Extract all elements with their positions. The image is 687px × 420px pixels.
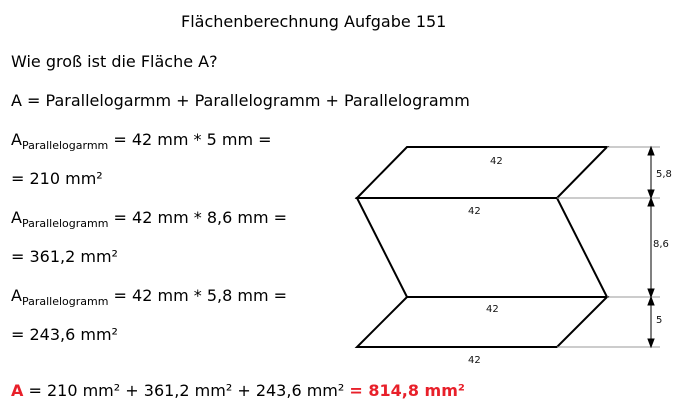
page-title: Flächenberechnung Aufgabe 151	[181, 12, 447, 31]
dim-top-label: 5,8	[656, 169, 672, 180]
calc-result-2: = 361,2 mm²	[11, 247, 118, 266]
calc-result-1: = 210 mm²	[11, 169, 103, 188]
dimension-extension-lines	[557, 146, 660, 348]
middle-parallelogram	[355, 197, 609, 298]
area-subscript: Parallelogramm	[21, 295, 109, 308]
calc-row-2: AParallelogramm = 42 mm * 8,6 mm =	[11, 208, 287, 230]
area-symbol: A	[11, 286, 22, 305]
calc-result-3: = 243,6 mm²	[11, 325, 118, 344]
bottom-parallelogram	[354, 296, 610, 348]
final-area-symbol: A	[11, 381, 24, 400]
area-subscript: Parallelogramm	[21, 217, 109, 230]
area-symbol: A	[11, 208, 22, 227]
calc-expression: = 42 mm * 5 mm =	[108, 130, 272, 149]
calc-row-1: AParallelogarmm = 42 mm * 5 mm =	[11, 130, 272, 152]
formula-text: A = Parallelogarmm + Parallelogramm + Pa…	[11, 91, 470, 110]
area-symbol: A	[11, 130, 22, 149]
dim-bottom-label: 5	[656, 315, 662, 326]
diagram-shapes	[354, 146, 610, 348]
dimension-arrows	[647, 145, 655, 349]
top-width-label: 42	[490, 156, 503, 167]
area-subscript: Parallelogarmm	[21, 139, 109, 152]
question-text: Wie groß ist die Fläche A?	[11, 52, 218, 71]
final-total: = 814,8 mm²	[349, 381, 465, 400]
calc-row-3: AParallelogramm = 42 mm * 5,8 mm =	[11, 286, 287, 308]
top-parallelogram	[354, 146, 610, 199]
final-expression: = 210 mm² + 361,2 mm² + 243,6 mm²	[23, 381, 350, 400]
final-result-row: A = 210 mm² + 361,2 mm² + 243,6 mm² = 81…	[11, 381, 465, 401]
calc-expression: = 42 mm * 8,6 mm =	[108, 208, 288, 227]
middle-width-label: 42	[468, 206, 481, 217]
lower-width-label: 42	[486, 304, 499, 315]
bottom-width-label: 42	[468, 355, 481, 366]
parallelogram-diagram: 42 42 42 42 5,8 8,6 5	[354, 145, 672, 366]
dim-middle-label: 8,6	[653, 239, 669, 250]
calc-expression: = 42 mm * 5,8 mm =	[108, 286, 288, 305]
